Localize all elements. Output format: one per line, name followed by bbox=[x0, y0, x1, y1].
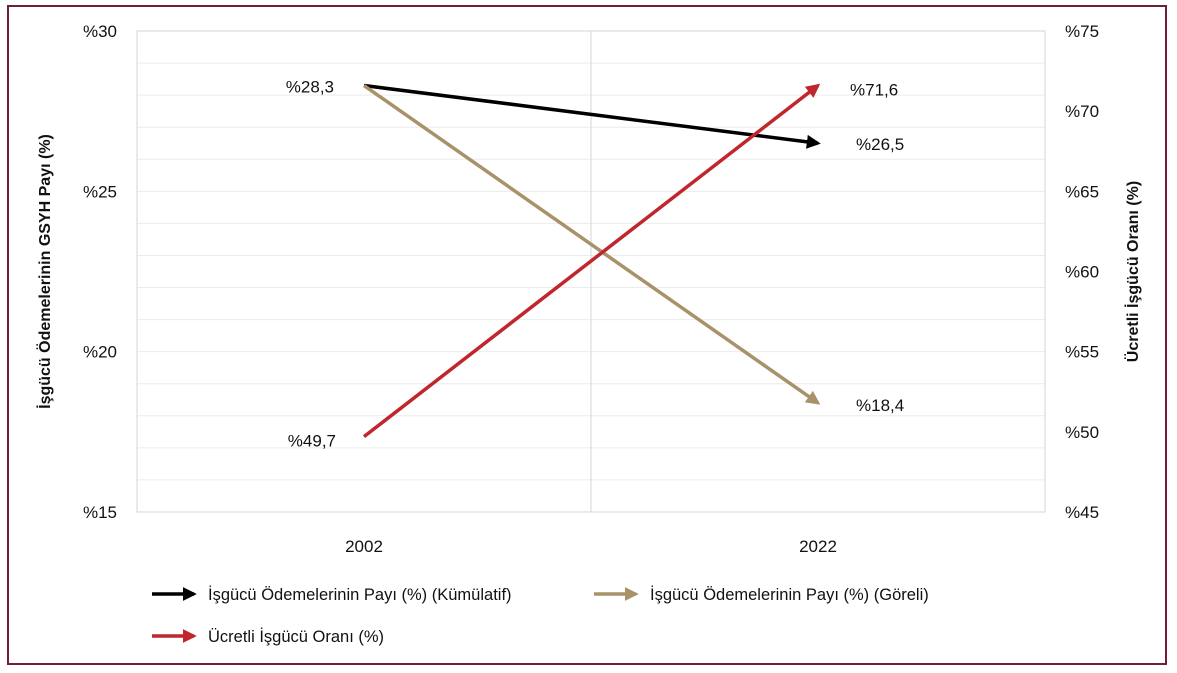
right-tick-label: %75 bbox=[1065, 22, 1099, 41]
legend-item: İşgücü Ödemelerinin Payı (%) (Kümülatif) bbox=[152, 585, 512, 604]
legend-label: İşgücü Ödemelerinin Payı (%) (Kümülatif) bbox=[208, 585, 512, 604]
left-tick-label: %15 bbox=[83, 503, 117, 522]
data-label: %18,4 bbox=[856, 396, 904, 415]
left-tick-label: %20 bbox=[83, 343, 117, 362]
right-tick-label: %45 bbox=[1065, 503, 1099, 522]
left-axis-title: İşgücü Ödemelerinin GSYH Payı (%) bbox=[35, 134, 54, 409]
data-label: %71,6 bbox=[850, 81, 898, 100]
data-label: %28,3 bbox=[286, 78, 334, 97]
left-tick-label: %30 bbox=[83, 22, 117, 41]
x-tick-label: 2022 bbox=[799, 537, 837, 556]
right-tick-label: %65 bbox=[1065, 182, 1099, 201]
right-axis-ticks: %45 %50 %55 %60 %65 %70 %75 bbox=[1065, 22, 1099, 522]
legend-label: Ücretli İşgücü Oranı (%) bbox=[208, 627, 384, 646]
series-line bbox=[362, 83, 821, 439]
right-axis-title: Ücretli İşgücü Oranı (%) bbox=[1123, 181, 1142, 362]
data-label: %49,7 bbox=[288, 432, 336, 451]
right-tick-label: %55 bbox=[1065, 343, 1099, 362]
series-line bbox=[363, 83, 821, 149]
data-label: %26,5 bbox=[856, 135, 904, 154]
legend-item: Ücretli İşgücü Oranı (%) bbox=[152, 627, 384, 646]
right-tick-label: %50 bbox=[1065, 423, 1099, 442]
x-tick-label: 2002 bbox=[345, 537, 383, 556]
legend-item: İşgücü Ödemelerinin Payı (%) (Göreli) bbox=[594, 585, 929, 604]
legend-label: İşgücü Ödemelerinin Payı (%) (Göreli) bbox=[650, 585, 929, 604]
right-tick-label: %60 bbox=[1065, 263, 1099, 282]
series-line bbox=[362, 84, 821, 405]
left-tick-label: %25 bbox=[83, 182, 117, 201]
series-lines bbox=[362, 83, 821, 439]
legend: İşgücü Ödemelerinin Payı (%) (Kümülatif)… bbox=[152, 585, 929, 646]
data-labels: %28,3 %26,5 %18,4 %49,7 %71,6 bbox=[286, 78, 904, 451]
x-axis-ticks: 2002 2022 bbox=[345, 537, 837, 556]
left-axis-ticks: %15 %20 %25 %30 bbox=[83, 22, 117, 522]
right-tick-label: %70 bbox=[1065, 102, 1099, 121]
